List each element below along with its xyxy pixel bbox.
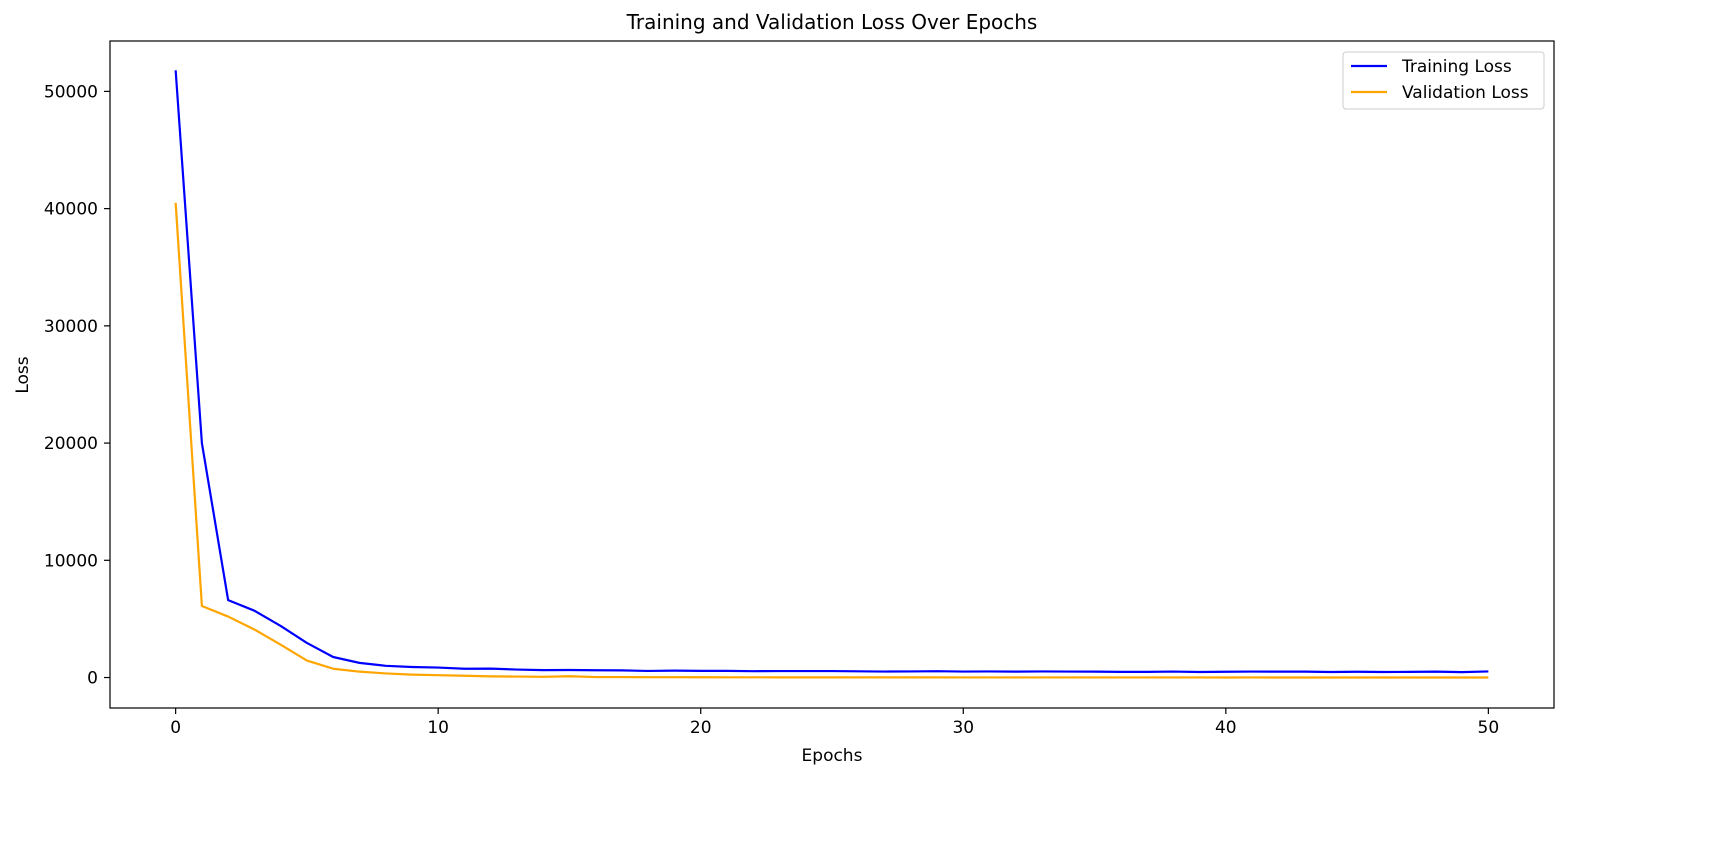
plot-frame (109, 40, 1555, 709)
y-axis-ticks: 0 10000 20000 30000 40000 50000 (44, 82, 110, 689)
x-tick-label: 0 (170, 718, 181, 738)
y-tick-label: 0 (87, 669, 98, 689)
series-line-validation-loss (174, 202, 1489, 679)
x-tick-label: 20 (690, 718, 712, 738)
y-tick-label: 40000 (44, 200, 98, 220)
legend-label: Training Loss (1401, 57, 1512, 77)
x-tick-label: 40 (1215, 718, 1237, 738)
x-axis-ticks: 0 10 20 30 40 50 (170, 708, 1499, 738)
chart-title: Training and Validation Loss Over Epochs (626, 10, 1038, 34)
legend-box (1342, 51, 1545, 110)
y-tick-label: 50000 (44, 82, 98, 102)
y-axis-label: Loss (13, 356, 33, 393)
legend-label: Validation Loss (1402, 83, 1529, 103)
x-tick-label: 10 (427, 718, 449, 738)
x-tick-label: 50 (1478, 718, 1500, 738)
y-tick-label: 20000 (44, 434, 98, 454)
y-tick-label: 10000 (44, 551, 98, 571)
plot-area (174, 70, 1489, 679)
x-tick-label: 30 (952, 718, 974, 738)
series-line-training-loss (174, 70, 1489, 674)
x-axis-label: Epochs (802, 746, 863, 766)
y-tick-label: 30000 (44, 317, 98, 337)
legend: Training Loss Validation Loss (1342, 51, 1545, 110)
